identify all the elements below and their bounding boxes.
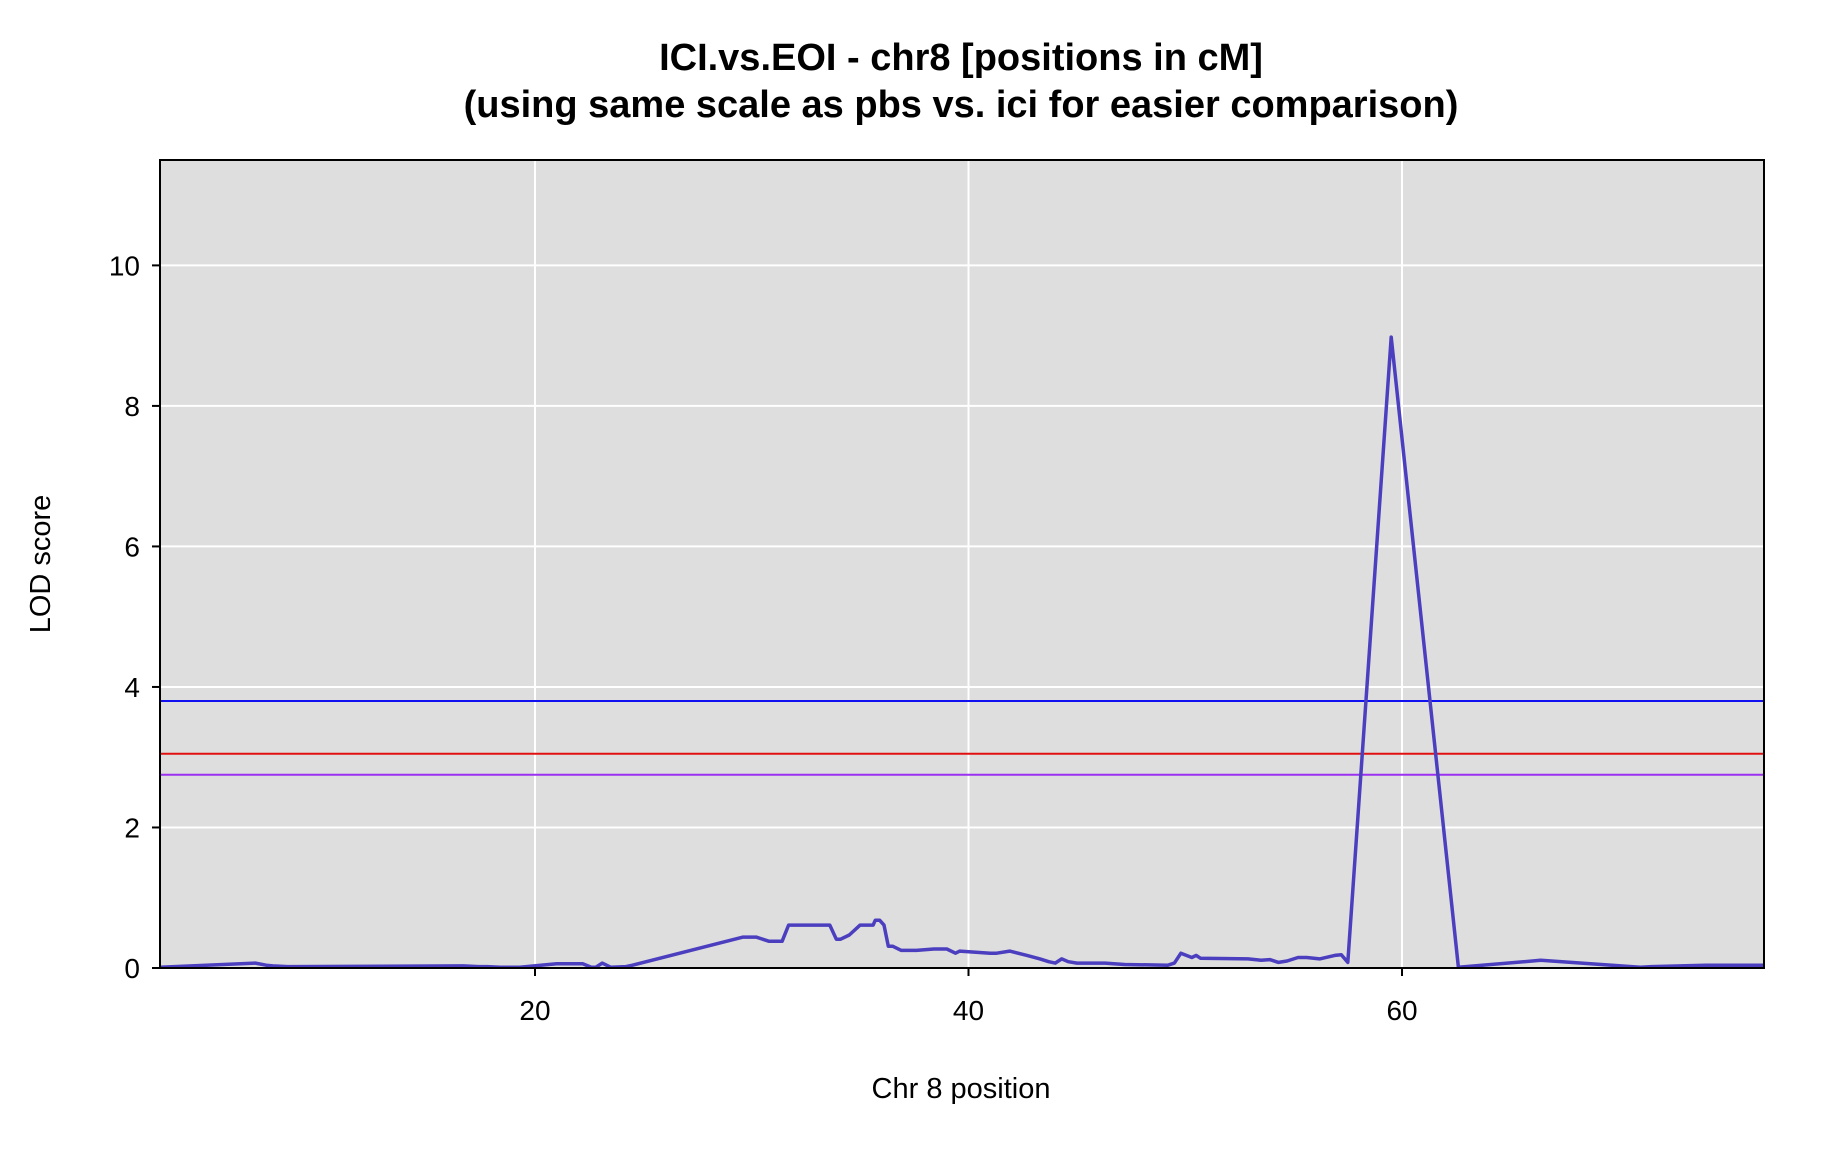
y-axis-label: LOD score <box>25 495 57 634</box>
x-tick-label: 40 <box>953 995 984 1026</box>
x-axis-label: Chr 8 position <box>872 1073 1051 1105</box>
y-tick-label: 2 <box>124 812 140 843</box>
threshold-lines <box>160 700 1764 776</box>
y-tick-label: 8 <box>124 391 140 422</box>
plot-background <box>160 160 1764 968</box>
y-tick-label: 0 <box>124 953 140 984</box>
chart-title: ICI.vs.EOI - chr8 [positions in cM] <box>659 37 1263 79</box>
plot-border <box>159 159 1765 969</box>
y-axis-ticks: 0 2 4 6 8 10 <box>109 250 160 984</box>
chart-subtitle: (using same scale as pbs vs. ici for eas… <box>464 84 1459 126</box>
x-tick-label: 20 <box>519 995 550 1026</box>
y-tick-label: 4 <box>124 672 140 703</box>
x-axis-ticks: 20 40 60 <box>519 968 1418 1026</box>
y-tick-label: 6 <box>124 531 140 562</box>
x-tick-label: 60 <box>1386 995 1417 1026</box>
y-tick-label: 10 <box>109 250 140 281</box>
